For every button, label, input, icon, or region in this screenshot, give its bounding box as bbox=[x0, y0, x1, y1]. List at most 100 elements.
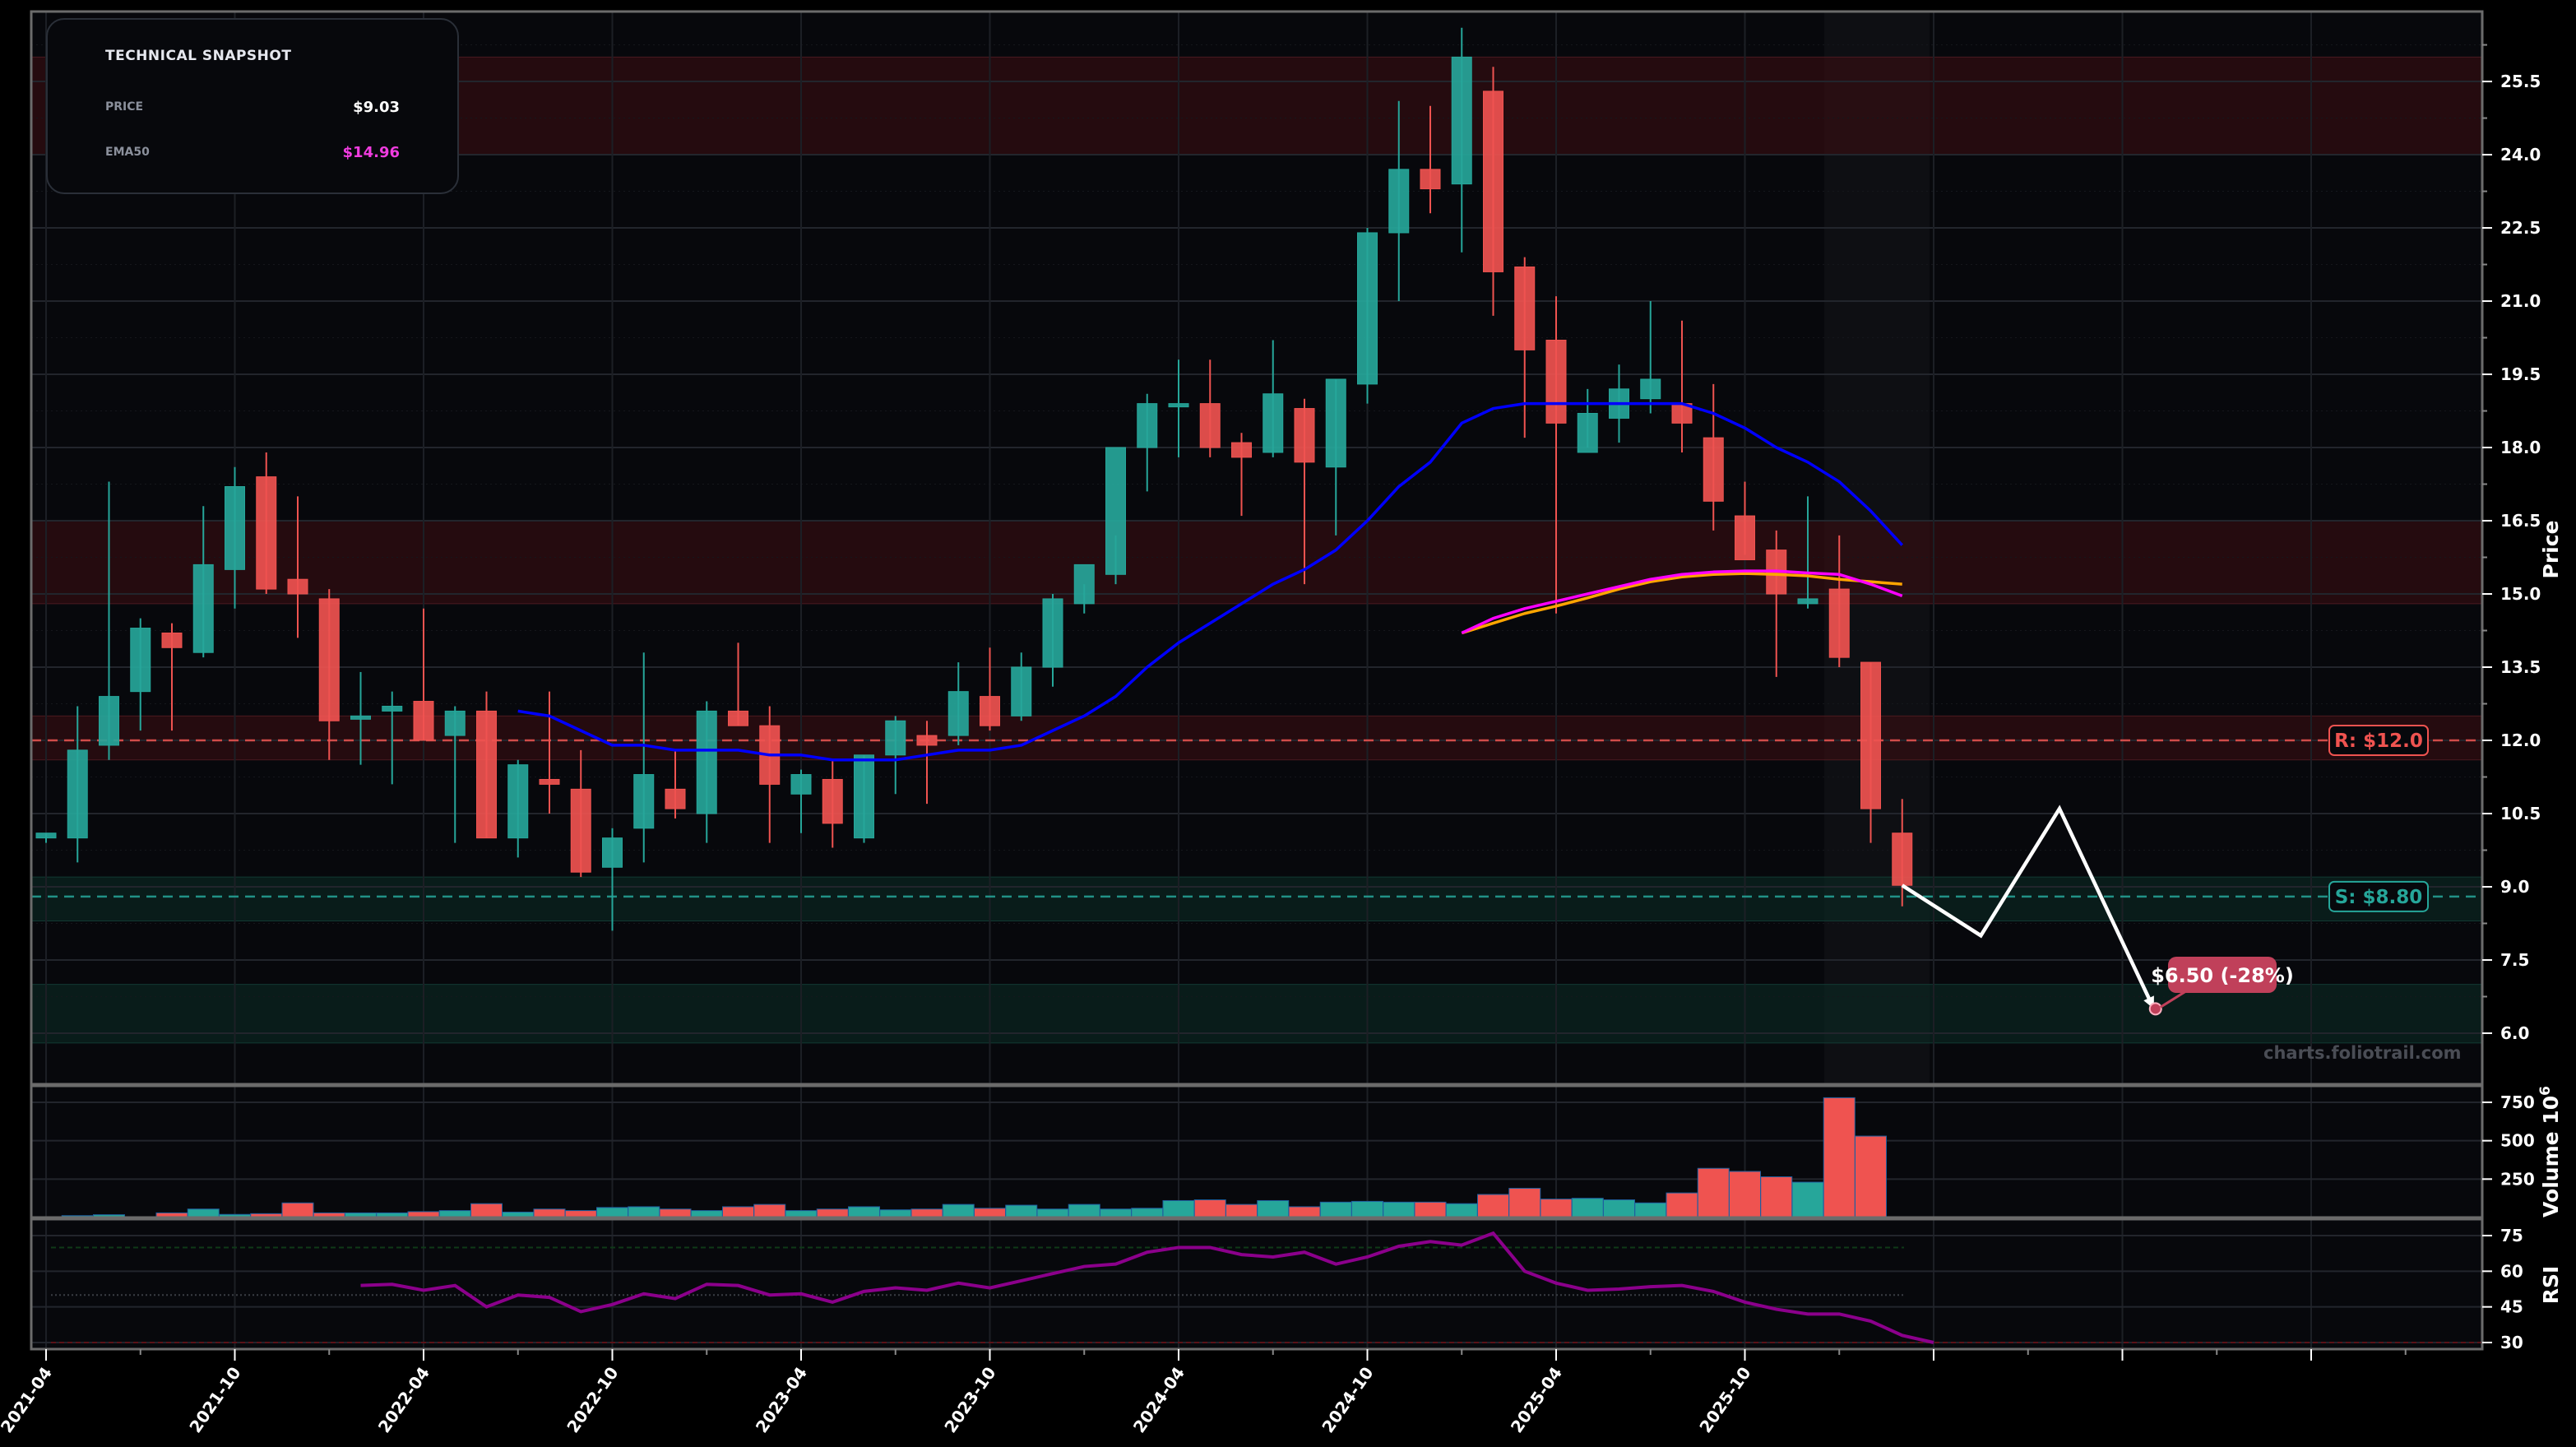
candle bbox=[1892, 799, 1913, 907]
candle-body bbox=[67, 749, 88, 839]
candle bbox=[67, 706, 88, 863]
rsi-axis-title: RSI bbox=[2539, 1266, 2563, 1305]
candle-body bbox=[287, 578, 308, 595]
resistance-zone bbox=[30, 520, 2483, 605]
candle-body bbox=[1388, 169, 1410, 234]
volume-bar bbox=[1319, 1201, 1352, 1218]
candle bbox=[696, 701, 717, 843]
candle bbox=[1577, 388, 1598, 453]
candle bbox=[1671, 320, 1693, 452]
candle-body bbox=[256, 476, 277, 590]
candle bbox=[1137, 393, 1158, 492]
price-tick-label: 15.0 bbox=[2500, 584, 2541, 604]
resistance-level-label: R: $12.0 bbox=[2328, 725, 2429, 756]
candle-body bbox=[318, 598, 340, 721]
candle-body bbox=[1294, 408, 1315, 463]
candle-body bbox=[1263, 393, 1284, 453]
candle-body bbox=[1011, 666, 1032, 717]
x-tick-label: 2022-04 bbox=[374, 1363, 433, 1436]
volume-bar bbox=[1729, 1171, 1761, 1218]
candle-body bbox=[99, 696, 119, 746]
volume-bar bbox=[1477, 1194, 1509, 1218]
candle bbox=[161, 623, 183, 731]
candle bbox=[1514, 257, 1536, 438]
price-tick-label: 25.5 bbox=[2500, 72, 2541, 91]
rsi-panel-frame bbox=[30, 1217, 2484, 1351]
level-badge bbox=[2328, 880, 2429, 912]
candle-body bbox=[130, 628, 151, 693]
candle-body bbox=[382, 705, 403, 712]
volume-bar bbox=[470, 1203, 503, 1218]
candle bbox=[1042, 594, 1063, 687]
candle-body bbox=[822, 778, 843, 824]
candle bbox=[854, 754, 874, 843]
volume-bar bbox=[1666, 1192, 1698, 1218]
projection-path bbox=[1901, 805, 2156, 1010]
price-tick-label: 24.0 bbox=[2500, 145, 2541, 165]
candle bbox=[350, 671, 371, 765]
candles bbox=[35, 27, 1913, 931]
candle-body bbox=[916, 735, 938, 746]
candle-body bbox=[225, 485, 245, 570]
price-panel-frame bbox=[30, 10, 2484, 1086]
volume-bar bbox=[1068, 1204, 1100, 1218]
x-tick-label: 2021-04 bbox=[0, 1363, 56, 1436]
volume-bar bbox=[942, 1204, 975, 1218]
volume-bar bbox=[1634, 1202, 1667, 1218]
ema-orange-line bbox=[1461, 572, 1902, 635]
candle-body bbox=[1105, 447, 1126, 575]
candle-body bbox=[1168, 403, 1189, 408]
x-tick-label: 2023-10 bbox=[940, 1363, 999, 1436]
snapshot-row-price: PRICE $9.03 bbox=[105, 99, 400, 116]
support-zone bbox=[30, 984, 2483, 1044]
volume-axis-title: Volume 106 bbox=[2537, 1086, 2563, 1217]
resistance-zone bbox=[30, 715, 2483, 761]
candle bbox=[1294, 398, 1315, 585]
volume-panel bbox=[31, 1086, 2482, 1217]
candle-body bbox=[1514, 266, 1536, 350]
rsi-tick-label: 30 bbox=[2500, 1333, 2523, 1352]
candle bbox=[1797, 496, 1818, 609]
candle-body bbox=[790, 774, 812, 795]
candle-body bbox=[413, 701, 434, 741]
candle-body bbox=[507, 764, 529, 839]
x-tick-label: 2021-10 bbox=[185, 1363, 244, 1436]
volume-bar bbox=[816, 1208, 849, 1218]
snapshot-price-value: $9.03 bbox=[353, 99, 400, 116]
volume-bar bbox=[281, 1202, 314, 1218]
candle bbox=[318, 589, 340, 760]
candle-body bbox=[602, 837, 623, 868]
price-tick-label: 21.0 bbox=[2500, 291, 2541, 311]
volume-bar bbox=[974, 1208, 1006, 1218]
x-tick-label: 2024-10 bbox=[1318, 1363, 1377, 1436]
candle-body bbox=[1797, 598, 1818, 605]
candle bbox=[916, 721, 938, 805]
candle-body bbox=[1073, 563, 1095, 605]
volume-bar bbox=[1383, 1201, 1415, 1218]
price-tick-label: 10.5 bbox=[2500, 804, 2541, 823]
candle-body bbox=[1483, 90, 1503, 272]
candle-body bbox=[444, 710, 466, 736]
candle bbox=[35, 832, 57, 843]
candle-body bbox=[1420, 169, 1441, 190]
target-badge bbox=[2168, 957, 2277, 993]
volume-bar bbox=[628, 1206, 660, 1218]
candle bbox=[1263, 340, 1284, 457]
price-tick-label: 7.5 bbox=[2500, 950, 2529, 970]
x-tick-label: 2025-10 bbox=[1695, 1363, 1754, 1436]
candle bbox=[1105, 447, 1126, 585]
price-tick-label: 16.5 bbox=[2500, 511, 2541, 531]
volume-bar bbox=[1257, 1199, 1290, 1218]
candle-body bbox=[1640, 378, 1661, 400]
volume-bar bbox=[1162, 1199, 1195, 1218]
candle bbox=[476, 691, 497, 839]
candle bbox=[1199, 359, 1221, 457]
x-tick-label: 2024-04 bbox=[1129, 1363, 1188, 1436]
target-text: $6.50 (-28%) bbox=[2151, 964, 2294, 987]
ema-blue-line bbox=[517, 401, 1904, 762]
candle bbox=[1420, 105, 1441, 214]
target-label: $6.50 (-28%) bbox=[2151, 957, 2294, 993]
candle bbox=[99, 481, 119, 760]
candle-body bbox=[947, 691, 969, 736]
x-tick-label: 2022-10 bbox=[563, 1363, 622, 1436]
